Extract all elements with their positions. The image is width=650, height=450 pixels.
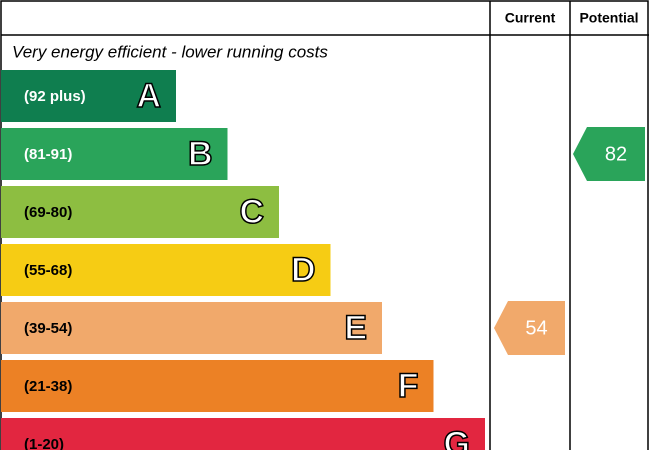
band-bar bbox=[1, 302, 382, 354]
band-letter: G bbox=[444, 425, 470, 450]
band-bar bbox=[1, 70, 176, 122]
band-range: (21-38) bbox=[24, 378, 72, 395]
rating-value: 82 bbox=[605, 143, 627, 165]
band-letter: E bbox=[344, 309, 367, 347]
band-letter: D bbox=[291, 251, 316, 289]
band-letter: F bbox=[398, 367, 419, 405]
band-letter: C bbox=[239, 193, 264, 231]
band-bar bbox=[1, 418, 485, 450]
band-bar bbox=[1, 360, 434, 412]
band-range: (1-20) bbox=[24, 436, 64, 450]
rating-arrow bbox=[494, 301, 565, 355]
band-bar bbox=[1, 186, 279, 238]
current-header: Current bbox=[505, 10, 556, 26]
band-bar bbox=[1, 244, 331, 296]
rating-value: 54 bbox=[525, 317, 547, 339]
band-range: (55-68) bbox=[24, 262, 72, 279]
band-letter: A bbox=[136, 77, 161, 115]
band-bar bbox=[1, 128, 228, 180]
band-range: (92 plus) bbox=[24, 88, 86, 105]
rating-arrow bbox=[573, 127, 645, 181]
band-letter: B bbox=[188, 135, 213, 173]
potential-header: Potential bbox=[579, 10, 638, 26]
band-range: (39-54) bbox=[24, 320, 72, 337]
band-range: (81-91) bbox=[24, 146, 72, 163]
band-range: (69-80) bbox=[24, 204, 72, 221]
subtitle: Very energy efficient - lower running co… bbox=[12, 42, 328, 61]
